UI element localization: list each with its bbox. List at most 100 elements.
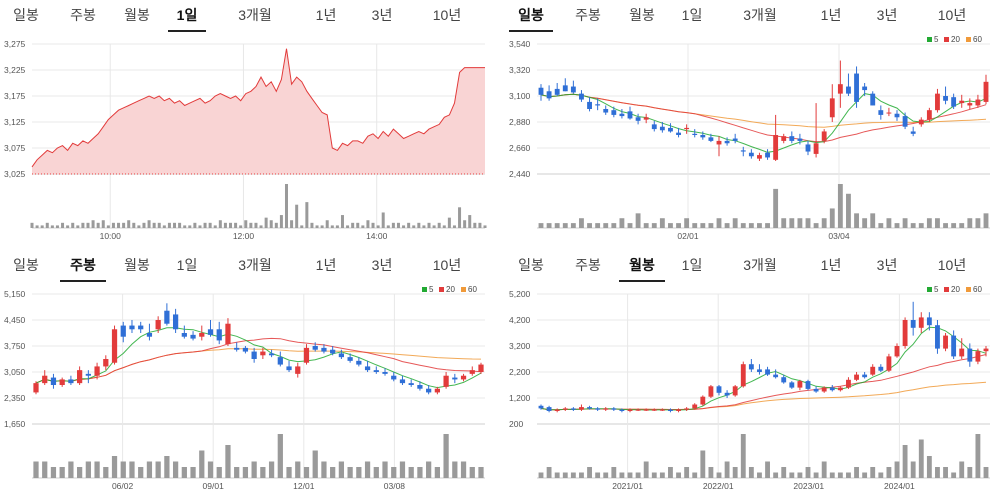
volume-bar bbox=[894, 461, 900, 478]
tab-3month[interactable]: 3개월 bbox=[743, 257, 777, 273]
tab-3year[interactable]: 3년 bbox=[371, 257, 393, 273]
tab-daily[interactable]: 일봉 bbox=[13, 7, 39, 23]
volume-bar bbox=[356, 222, 360, 228]
tab-10year[interactable]: 10년 bbox=[432, 257, 462, 273]
y-tick-label: 3,100 bbox=[509, 91, 531, 101]
volume-bar bbox=[417, 467, 423, 478]
period-tabs: 일봉 주봉 월봉 1일 3개월 1년 3년 10년 bbox=[0, 250, 490, 282]
volume-bar bbox=[40, 225, 44, 228]
tab-weekly[interactable]: 주봉 bbox=[575, 7, 601, 23]
candle bbox=[611, 106, 617, 118]
tab-monthly[interactable]: 월봉 bbox=[124, 7, 150, 23]
volume-bar bbox=[427, 222, 431, 228]
tab-1day[interactable]: 1일 bbox=[168, 4, 206, 32]
candle bbox=[338, 349, 345, 359]
tab-3year[interactable]: 3년 bbox=[371, 7, 393, 23]
candle bbox=[286, 360, 292, 372]
candle bbox=[813, 103, 819, 158]
tab-1year[interactable]: 1년 bbox=[315, 257, 337, 273]
period-tabs: 일봉 주봉 월봉 1일 3개월 1년 3년 10년 bbox=[0, 0, 490, 32]
volume-bar bbox=[364, 461, 371, 478]
tab-daily[interactable]: 일봉 bbox=[518, 257, 544, 273]
candle bbox=[789, 131, 795, 144]
volume-bar bbox=[381, 212, 385, 228]
tab-1day[interactable]: 1일 bbox=[681, 257, 703, 273]
legend-label-ma60: 60 bbox=[468, 285, 477, 294]
volume-bar bbox=[813, 472, 819, 478]
volume-bar bbox=[562, 472, 568, 478]
tab-weekly[interactable]: 주봉 bbox=[60, 254, 106, 282]
volume-bar bbox=[347, 467, 353, 478]
candle bbox=[242, 346, 249, 354]
chart-panel: 일봉 주봉 월봉 1일 3개월 1년 3년 10년 5 20 60 5,150 4,450 3,750 3,… bbox=[0, 250, 490, 499]
y-tick-label: 4,200 bbox=[509, 315, 531, 325]
volume-bar bbox=[659, 472, 665, 478]
candle bbox=[846, 377, 851, 389]
volume-bar bbox=[50, 225, 54, 228]
tab-3month[interactable]: 3개월 bbox=[238, 257, 272, 273]
volume-bar bbox=[829, 472, 835, 478]
tab-1year[interactable]: 1년 bbox=[820, 7, 842, 23]
tab-10year[interactable]: 10년 bbox=[937, 257, 967, 273]
volume-bar bbox=[805, 218, 811, 228]
volume-bar bbox=[310, 222, 314, 228]
candle bbox=[190, 331, 196, 341]
volume-bar bbox=[346, 225, 350, 228]
volume-bar bbox=[178, 222, 182, 228]
candle bbox=[469, 366, 475, 376]
volume-bar bbox=[274, 222, 278, 228]
candle bbox=[595, 98, 601, 111]
chart-panel: 일봉 주봉 월봉 1일 3개월 1년 3년 10년 5 20 60 5,200 4,200 3,200 2,… bbox=[505, 250, 995, 499]
candle bbox=[724, 390, 730, 398]
volume-bar bbox=[106, 225, 110, 228]
y-tick-label: 2,200 bbox=[509, 367, 531, 377]
tab-3month[interactable]: 3개월 bbox=[743, 7, 777, 23]
ma5-line bbox=[35, 327, 482, 389]
volume-bar bbox=[402, 225, 406, 228]
y-tick-label: 3,540 bbox=[509, 39, 531, 49]
tab-3month[interactable]: 3개월 bbox=[238, 7, 272, 23]
tab-daily[interactable]: 일봉 bbox=[13, 257, 39, 273]
tab-1year[interactable]: 1년 bbox=[315, 7, 337, 23]
tab-monthly[interactable]: 월봉 bbox=[124, 257, 150, 273]
volume-bar bbox=[837, 472, 843, 478]
tab-monthly[interactable]: 월봉 bbox=[619, 254, 665, 282]
volume-bar bbox=[627, 223, 633, 228]
volume-bar bbox=[59, 467, 65, 478]
candle bbox=[659, 122, 665, 133]
ma60-line bbox=[35, 348, 482, 384]
volume-bar bbox=[651, 223, 657, 228]
candle bbox=[635, 113, 641, 125]
candle bbox=[813, 386, 819, 393]
candle bbox=[251, 347, 257, 363]
volume-bar bbox=[732, 467, 738, 478]
volume-bar bbox=[902, 218, 908, 228]
volume-bar bbox=[120, 461, 126, 478]
price-chart: 5 20 60 5,200 4,200 3,200 2,200 1,200 200 2021/01… bbox=[509, 285, 990, 491]
tab-3year[interactable]: 3년 bbox=[876, 257, 898, 273]
candle bbox=[878, 105, 884, 120]
tab-weekly[interactable]: 주봉 bbox=[70, 7, 96, 23]
tab-10year[interactable]: 10년 bbox=[937, 7, 967, 23]
volume-bar bbox=[203, 222, 207, 228]
volume-bar bbox=[300, 225, 304, 228]
candle bbox=[619, 408, 625, 413]
tab-10year[interactable]: 10년 bbox=[432, 7, 462, 23]
volume-bar bbox=[902, 445, 908, 478]
tab-1day[interactable]: 1일 bbox=[176, 257, 198, 273]
volume-bar bbox=[356, 467, 362, 478]
tab-weekly[interactable]: 주봉 bbox=[575, 257, 601, 273]
tab-1year[interactable]: 1년 bbox=[820, 257, 842, 273]
chart-panel: 일봉 주봉 월봉 1일 3개월 1년 3년 10년 3,275 3,225 3,175 3,125 3,… bbox=[0, 0, 490, 249]
volume-bar bbox=[781, 467, 787, 478]
candle bbox=[910, 301, 916, 336]
tab-3year[interactable]: 3년 bbox=[876, 7, 898, 23]
legend-swatch-ma20 bbox=[944, 37, 949, 42]
candle bbox=[216, 321, 222, 345]
tab-1day[interactable]: 1일 bbox=[681, 7, 703, 23]
tab-monthly[interactable]: 월봉 bbox=[629, 7, 655, 23]
candle bbox=[120, 321, 126, 343]
tab-daily[interactable]: 일봉 bbox=[509, 4, 553, 32]
volume-bar bbox=[619, 472, 625, 478]
volume-bar bbox=[943, 467, 948, 478]
